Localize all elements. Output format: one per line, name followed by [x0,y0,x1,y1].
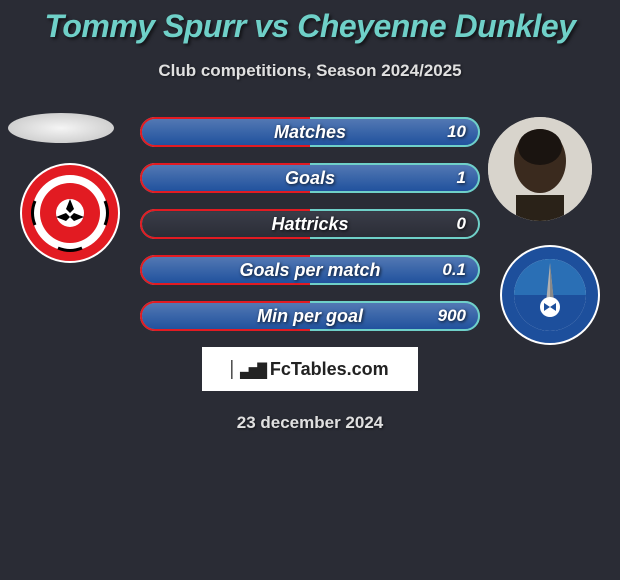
stat-label: Min per goal [140,301,480,331]
player-right-silhouette-icon [488,117,592,221]
stat-value-right: 900 [438,301,466,331]
stat-row: Goals1 [140,163,480,193]
club-left-icon [20,163,120,263]
stat-value-right: 0 [457,209,466,239]
club-left-badge [20,163,120,263]
stat-row: Min per goal900 [140,301,480,331]
stat-value-right: 1 [457,163,466,193]
brand-text: FcTables.com [270,359,389,380]
player-left-avatar [8,113,114,143]
brand-badge: ▏▃▅▇ FcTables.com [202,347,418,391]
subtitle: Club competitions, Season 2024/2025 [0,61,620,81]
date-text: 23 december 2024 [0,413,620,433]
stat-label: Goals [140,163,480,193]
club-right-icon [500,245,600,345]
brand-chart-icon: ▏▃▅▇ [231,360,266,379]
player-right-avatar [488,117,592,221]
stat-label: Goals per match [140,255,480,285]
stat-row: Matches10 [140,117,480,147]
stat-value-right: 10 [447,117,466,147]
stat-value-right: 0.1 [442,255,466,285]
stat-label: Matches [140,117,480,147]
stat-row: Hattricks0 [140,209,480,239]
page-title: Tommy Spurr vs Cheyenne Dunkley [0,0,620,45]
stat-rows: Matches10Goals1Hattricks0Goals per match… [140,109,480,331]
stat-row: Goals per match0.1 [140,255,480,285]
club-right-badge [500,245,600,345]
stat-label: Hattricks [140,209,480,239]
comparison-content: Matches10Goals1Hattricks0Goals per match… [0,109,620,433]
